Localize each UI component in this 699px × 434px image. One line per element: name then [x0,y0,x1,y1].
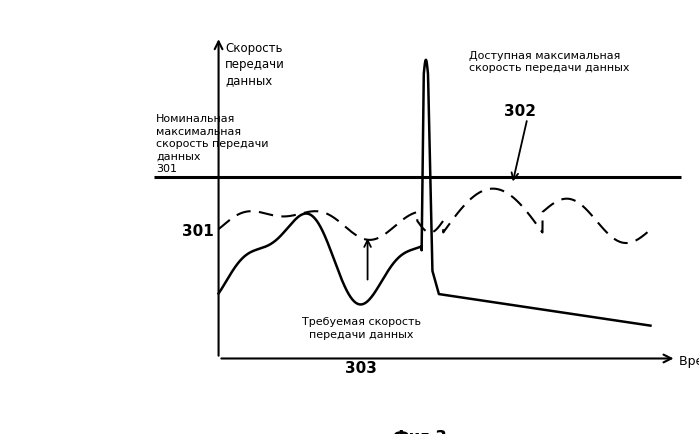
Text: Номинальная
максимальная
скорость передачи
данных
301: Номинальная максимальная скорость переда… [156,115,268,174]
Text: 301: 301 [182,224,214,239]
Text: Скорость
передачи
данных: Скорость передачи данных [225,42,285,87]
Text: Требуемая скорость
передачи данных: Требуемая скорость передачи данных [301,318,421,340]
Text: Фиг.3: Фиг.3 [392,429,447,434]
Text: 302: 302 [503,104,535,119]
Text: 303: 303 [345,362,377,376]
Text: Доступная максимальная
скорость передачи данных: Доступная максимальная скорость передачи… [469,51,630,73]
Text: Время: Время [679,355,699,368]
